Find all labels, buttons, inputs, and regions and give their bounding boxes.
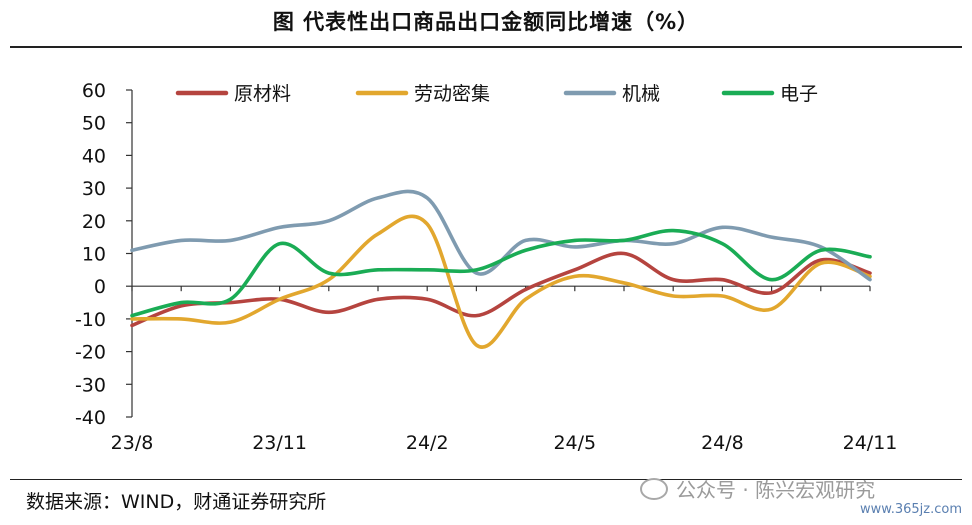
source-note: 数据来源：WIND，财通证券研究所 bbox=[26, 491, 327, 513]
series-line-4 bbox=[130, 228, 872, 318]
series-lines bbox=[130, 189, 872, 349]
series-line-2 bbox=[130, 214, 872, 349]
source-rule bbox=[10, 479, 962, 480]
legend-label: 劳动密集 bbox=[414, 83, 490, 105]
legend-label: 原材料 bbox=[234, 83, 291, 105]
y-tick-label: 60 bbox=[82, 80, 106, 102]
x-tick-label: 23/11 bbox=[252, 432, 307, 454]
title-rule bbox=[10, 46, 962, 48]
legend-label: 机械 bbox=[622, 83, 660, 105]
y-axis: -40 -30 -20 -10 0 10 20 30 40 50 60 bbox=[75, 80, 133, 429]
x-tick-label: 24/2 bbox=[406, 432, 449, 454]
x-tick-label: 24/5 bbox=[553, 432, 596, 454]
y-tick-label: -30 bbox=[75, 374, 106, 396]
x-tick-label: 24/11 bbox=[843, 432, 898, 454]
y-tick-label: 10 bbox=[82, 244, 106, 266]
x-tick-label: 23/8 bbox=[111, 432, 154, 454]
x-axis: 23/8 23/11 24/2 24/5 24/8 24/11 bbox=[111, 285, 898, 454]
x-tick-label: 24/8 bbox=[701, 432, 744, 454]
y-tick-label: -40 bbox=[75, 407, 106, 429]
chart-title: 图 代表性出口商品出口金额同比增速（%） bbox=[272, 10, 700, 34]
watermark: 公众号 · 陈兴宏观研究 bbox=[640, 474, 875, 503]
y-tick-label: -10 bbox=[75, 309, 106, 331]
y-tick-label: 50 bbox=[82, 113, 106, 135]
wechat-icon bbox=[640, 478, 668, 500]
site-watermark: www.365jz.com bbox=[860, 502, 962, 517]
legend-label: 电子 bbox=[780, 83, 818, 105]
y-tick-label: -20 bbox=[75, 342, 106, 364]
y-tick-label: 40 bbox=[82, 145, 106, 167]
series-line-1 bbox=[130, 251, 872, 328]
y-tick-label: 30 bbox=[82, 178, 106, 200]
y-tick-label: 0 bbox=[94, 276, 106, 298]
series-line-3 bbox=[130, 189, 872, 282]
legend: 原材料 劳动密集 机械 电子 bbox=[175, 83, 818, 105]
y-tick-label: 20 bbox=[82, 211, 106, 233]
watermark-text: 公众号 · 陈兴宏观研究 bbox=[676, 478, 876, 502]
